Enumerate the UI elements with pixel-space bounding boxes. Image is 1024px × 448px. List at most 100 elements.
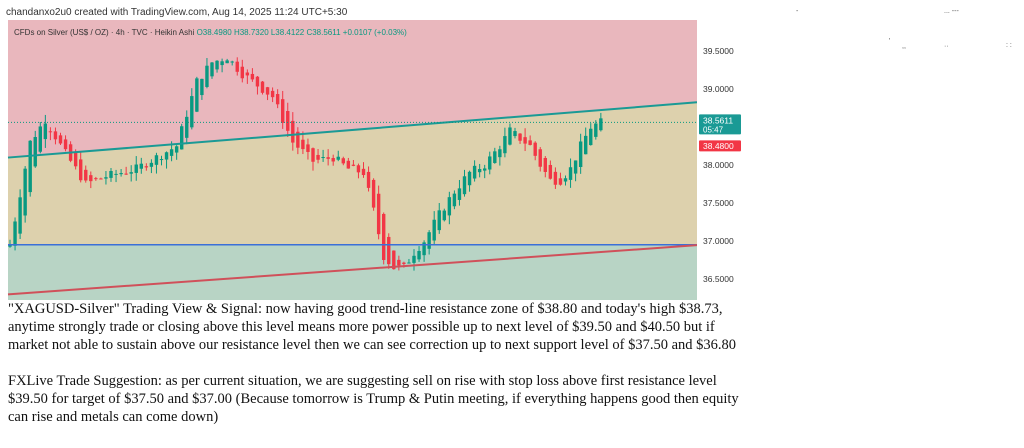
candle-body bbox=[563, 178, 568, 182]
candle-body bbox=[139, 163, 143, 169]
candle-body bbox=[124, 173, 128, 175]
candle-body bbox=[417, 250, 421, 260]
candle-body bbox=[84, 169, 88, 181]
candle-body bbox=[210, 62, 214, 77]
ohlc-values: O38.4980 H38.7320 L38.4122 C38.5611 +0.0… bbox=[196, 28, 407, 37]
candle-body bbox=[109, 170, 113, 178]
price-tick-label: 38.0000 bbox=[703, 160, 734, 170]
candle-body bbox=[195, 78, 199, 112]
candle-body bbox=[326, 157, 330, 159]
trade-suggestion-paragraph: FXLive Trade Suggestion: as per current … bbox=[8, 373, 739, 425]
candle-body bbox=[584, 135, 588, 155]
candle-body bbox=[427, 232, 431, 249]
candle-body bbox=[18, 197, 22, 234]
faint-mark: ' bbox=[889, 38, 891, 45]
candle-body bbox=[336, 156, 340, 160]
price-chart[interactable]: 39.500039.000038.500038.000037.500037.00… bbox=[0, 20, 755, 300]
candle-body bbox=[53, 131, 58, 140]
faint-mark: : : bbox=[1006, 42, 1012, 49]
candle-body bbox=[159, 159, 164, 161]
candle-body bbox=[149, 162, 154, 167]
candle-body bbox=[265, 87, 270, 95]
candle-body bbox=[589, 128, 593, 146]
price-label-bg bbox=[699, 114, 741, 135]
candle-body bbox=[594, 123, 598, 137]
candle-body bbox=[528, 140, 532, 145]
faint-mark: ·· bbox=[944, 43, 949, 50]
candle-body bbox=[472, 165, 477, 179]
candle-body bbox=[558, 178, 563, 185]
candle-body bbox=[578, 141, 583, 168]
candle-body bbox=[89, 175, 93, 182]
analysis-text: "XAGUSD-Silver" Trading View & Signal: n… bbox=[8, 300, 753, 444]
analysis-paragraph: "XAGUSD-Silver" Trading View & Signal: n… bbox=[8, 301, 737, 353]
candle-body bbox=[164, 152, 169, 160]
candle-body bbox=[28, 140, 32, 193]
candle-body bbox=[180, 126, 184, 150]
candle-body bbox=[245, 72, 250, 76]
candle-body bbox=[33, 137, 37, 167]
candle-body bbox=[73, 152, 78, 167]
attribution-header: chandanxo2u0 created with TradingView.co… bbox=[6, 7, 348, 18]
candle-body bbox=[412, 255, 416, 263]
candle-body bbox=[356, 165, 361, 173]
candle-body bbox=[457, 188, 462, 200]
candle-body bbox=[447, 197, 452, 216]
candle-body bbox=[58, 135, 63, 144]
candle-body bbox=[275, 94, 280, 105]
candle-body bbox=[452, 193, 457, 207]
candle-body bbox=[154, 155, 159, 165]
candle-body bbox=[371, 179, 376, 208]
price-axis[interactable]: 39.500039.000038.500038.000037.500037.00… bbox=[697, 20, 755, 300]
candle-body bbox=[538, 149, 542, 167]
candle-body bbox=[144, 166, 149, 168]
previous-close-label: 38.4800 bbox=[699, 140, 741, 152]
candle-body bbox=[129, 172, 133, 174]
candle-body bbox=[422, 242, 426, 256]
faint-mark: - bbox=[796, 8, 799, 15]
candle-body bbox=[79, 159, 83, 181]
candle-body bbox=[548, 164, 553, 179]
candle-body bbox=[185, 116, 189, 138]
candle-body bbox=[255, 76, 260, 87]
candle-body bbox=[260, 81, 265, 93]
candle-body bbox=[462, 176, 467, 195]
candle-body bbox=[513, 131, 517, 137]
candle-body bbox=[437, 210, 441, 231]
candle-body bbox=[599, 118, 603, 131]
candle-body bbox=[114, 173, 118, 175]
candle-body bbox=[442, 210, 446, 221]
candle-body bbox=[498, 149, 502, 158]
support-trendline[interactable] bbox=[7, 244, 698, 296]
candle-body bbox=[402, 262, 406, 264]
candle-body bbox=[488, 156, 492, 170]
candle-body bbox=[568, 167, 573, 180]
candle-body bbox=[220, 61, 224, 66]
candle-body bbox=[99, 178, 103, 180]
candle-body bbox=[533, 142, 537, 156]
candle-body bbox=[397, 259, 401, 266]
candle-body bbox=[38, 126, 42, 152]
prev-close-bg bbox=[699, 140, 741, 152]
candle-body bbox=[361, 168, 366, 176]
candle-body bbox=[477, 169, 482, 173]
candle-body bbox=[346, 160, 351, 169]
candle-body bbox=[366, 171, 371, 188]
candle-body bbox=[250, 73, 255, 80]
symbol-label: CFDs on Silver (US$ / OZ) · 4h · TVC · H… bbox=[14, 28, 195, 37]
faint-mark: ... --- bbox=[944, 8, 959, 15]
candle-body bbox=[291, 120, 295, 143]
upper-zone bbox=[8, 20, 697, 158]
candle-body bbox=[119, 173, 123, 175]
candle-body bbox=[13, 221, 17, 246]
resistance-trendline[interactable] bbox=[7, 101, 698, 159]
candle-body bbox=[503, 136, 507, 154]
chart-title: CFDs on Silver (US$ / OZ) · 4h · TVC · H… bbox=[14, 28, 407, 37]
candle-body bbox=[351, 164, 356, 166]
candle-body bbox=[296, 131, 300, 148]
bar-countdown: 05:47 bbox=[703, 125, 724, 134]
candle-body bbox=[104, 177, 108, 179]
candle-body bbox=[382, 213, 386, 260]
candle-body bbox=[281, 99, 285, 123]
